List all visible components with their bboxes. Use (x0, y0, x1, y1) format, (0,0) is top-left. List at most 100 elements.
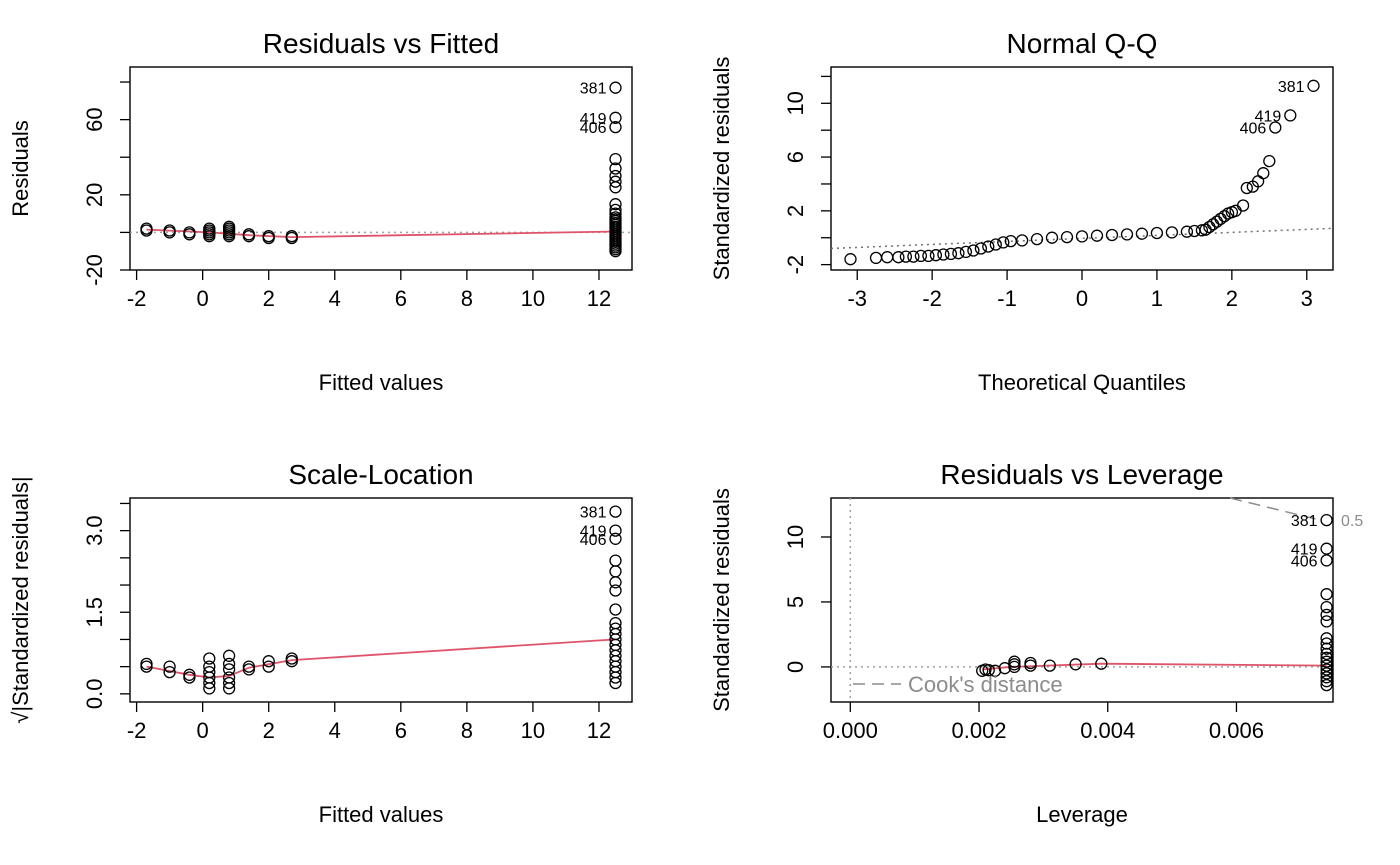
data-point (1024, 656, 1037, 670)
data-point (609, 169, 622, 183)
plot-frame (129, 66, 633, 271)
smoother-line (146, 228, 616, 239)
data-point (285, 652, 298, 665)
data-point (609, 532, 622, 545)
x-tick-label: 6 (395, 718, 407, 743)
x-tick-label: 0.000 (823, 718, 878, 743)
x-tick-label: 0.006 (1209, 718, 1264, 743)
data-point (1320, 667, 1333, 680)
data-point (163, 660, 176, 673)
data-point (183, 671, 196, 684)
data-point (609, 554, 622, 567)
cooks-distance-contour (1229, 497, 1321, 521)
y-tick-label: 2 (783, 205, 808, 217)
x-tick-label: 2 (263, 286, 275, 311)
data-point (1320, 663, 1333, 676)
data-point (982, 240, 995, 253)
data-point (609, 111, 622, 124)
cooks-distance-legend-label: Cook's distance (908, 672, 1063, 697)
data-point (1095, 657, 1108, 670)
panel-title: Residuals vs Fitted (263, 28, 500, 59)
data-point (1320, 600, 1333, 614)
x-tick-label: -1 (997, 286, 1017, 311)
data-point (1075, 230, 1089, 243)
data-point (1030, 232, 1044, 246)
data-point (974, 242, 988, 255)
data-point (1150, 226, 1164, 240)
data-point (1320, 588, 1333, 601)
y-axis-label: Standardized residuals (709, 57, 734, 281)
data-point (163, 226, 176, 239)
data-point (929, 249, 943, 262)
cooks-contour-label: 0.5 (1341, 513, 1363, 530)
data-point (1320, 615, 1333, 628)
x-axis-label: Fitted values (319, 370, 444, 395)
x-tick-label: 0 (1076, 286, 1088, 311)
data-point (959, 245, 973, 259)
y-tick-label: 3.0 (82, 515, 107, 546)
x-tick-label: 0.004 (1080, 718, 1135, 743)
data-point (609, 207, 622, 220)
data-point (163, 665, 176, 679)
data-point (1236, 199, 1250, 212)
smoother-line (146, 638, 616, 679)
data-point (1269, 121, 1282, 134)
point-label: 419 (1291, 542, 1318, 559)
data-point (609, 211, 622, 224)
y-axis-label: Standardized residuals (709, 488, 734, 712)
data-point (1165, 226, 1179, 239)
data-point (1135, 227, 1149, 240)
x-tick-label: 12 (587, 286, 611, 311)
data-point (1060, 230, 1074, 244)
data-point (1320, 651, 1333, 664)
x-tick-label: 10 (521, 718, 545, 743)
y-axis-label: √|Standardized residuals| (8, 476, 33, 723)
data-point (262, 660, 275, 673)
data-point (1120, 228, 1134, 241)
point-label: 381 (580, 81, 607, 98)
point-label: 419 (580, 111, 607, 128)
y-tick-label: -20 (82, 254, 107, 286)
panel-title: Normal Q-Q (1007, 28, 1158, 59)
data-point (183, 228, 196, 241)
data-point (1284, 109, 1297, 122)
data-point (222, 671, 236, 684)
data-point (609, 81, 622, 94)
y-tick-label: -2 (783, 255, 808, 275)
data-point (982, 664, 995, 677)
point-label: 406 (1291, 553, 1318, 570)
point-label: 406 (1240, 120, 1267, 137)
data-point (1320, 655, 1333, 668)
data-point (203, 652, 216, 665)
point-label: 406 (580, 120, 607, 137)
panel-title: Scale-Location (288, 459, 473, 490)
data-point (1320, 608, 1333, 622)
data-point (609, 198, 622, 211)
data-point (844, 253, 857, 266)
x-tick-label: -2 (127, 286, 147, 311)
data-point (922, 249, 935, 263)
x-axis-label: Fitted values (319, 802, 444, 827)
data-point (1320, 632, 1333, 645)
data-point (1045, 231, 1059, 244)
point-label: 381 (580, 505, 607, 522)
x-tick-label: 8 (461, 286, 473, 311)
data-point (1008, 655, 1021, 668)
y-tick-label: 10 (783, 91, 808, 115)
x-tick-label: 2 (1226, 286, 1238, 311)
x-tick-label: 12 (587, 718, 611, 743)
point-label: 406 (580, 532, 607, 549)
data-point (1263, 154, 1276, 168)
data-point (1069, 658, 1082, 671)
x-tick-label: 0 (197, 286, 209, 311)
data-point (907, 250, 920, 263)
data-point (1320, 675, 1333, 688)
data-point (242, 663, 256, 676)
data-point (203, 665, 216, 679)
